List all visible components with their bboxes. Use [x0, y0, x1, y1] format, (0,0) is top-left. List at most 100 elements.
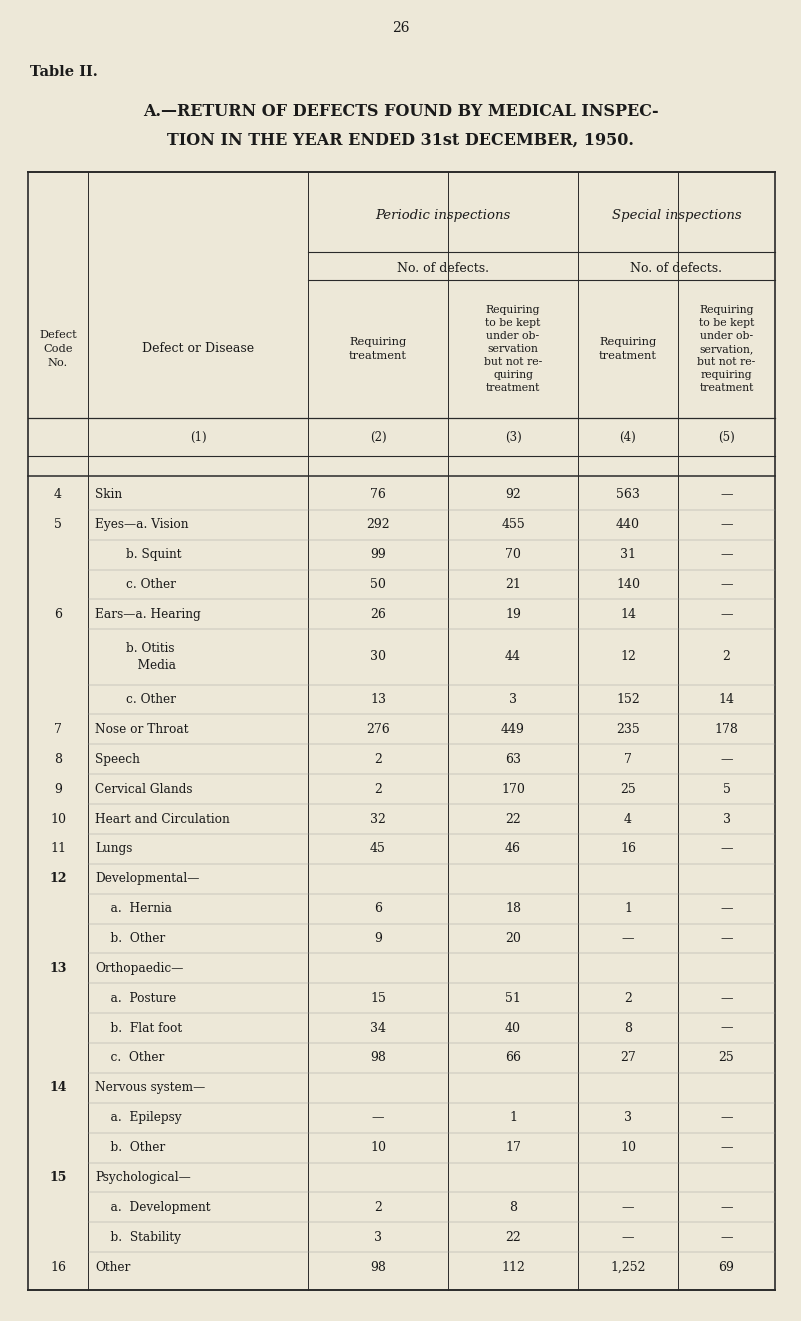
- Text: 27: 27: [620, 1052, 636, 1065]
- Text: —: —: [720, 1021, 733, 1034]
- Text: 20: 20: [505, 933, 521, 945]
- Text: 92: 92: [505, 489, 521, 502]
- Text: c.  Other: c. Other: [95, 1052, 164, 1065]
- Text: c. Other: c. Other: [95, 694, 176, 705]
- Text: 50: 50: [370, 579, 386, 590]
- Text: 31: 31: [620, 548, 636, 561]
- Text: Special inspections: Special inspections: [612, 209, 741, 222]
- Text: 10: 10: [620, 1141, 636, 1155]
- Text: 2: 2: [374, 1201, 382, 1214]
- Text: —: —: [720, 489, 733, 502]
- Text: 152: 152: [616, 694, 640, 705]
- Text: b.  Stability: b. Stability: [95, 1231, 181, 1243]
- Text: 63: 63: [505, 753, 521, 766]
- Text: 8: 8: [509, 1201, 517, 1214]
- Text: 2: 2: [723, 650, 731, 663]
- Text: a.  Hernia: a. Hernia: [95, 902, 172, 915]
- Text: 112: 112: [501, 1260, 525, 1273]
- Text: 8: 8: [624, 1021, 632, 1034]
- Text: 3: 3: [374, 1231, 382, 1243]
- Text: Skin: Skin: [95, 489, 122, 502]
- Text: 51: 51: [505, 992, 521, 1005]
- Text: 44: 44: [505, 650, 521, 663]
- Text: 34: 34: [370, 1021, 386, 1034]
- Text: —: —: [720, 992, 733, 1005]
- Text: A.—RETURN OF DEFECTS FOUND BY MEDICAL INSPEC-: A.—RETURN OF DEFECTS FOUND BY MEDICAL IN…: [143, 103, 658, 120]
- Text: 9: 9: [54, 782, 62, 795]
- Text: 140: 140: [616, 579, 640, 590]
- Text: 3: 3: [509, 694, 517, 705]
- Text: —: —: [720, 608, 733, 621]
- Text: 66: 66: [505, 1052, 521, 1065]
- Text: 14: 14: [718, 694, 735, 705]
- Text: 13: 13: [370, 694, 386, 705]
- Text: b. Otitis
           Media: b. Otitis Media: [95, 642, 176, 671]
- Text: —: —: [720, 518, 733, 531]
- Text: 10: 10: [50, 812, 66, 826]
- Text: 15: 15: [50, 1170, 66, 1184]
- Text: (2): (2): [370, 431, 386, 444]
- Text: 18: 18: [505, 902, 521, 915]
- Text: Nervous system—: Nervous system—: [95, 1082, 205, 1094]
- Text: —: —: [720, 1141, 733, 1155]
- Text: (1): (1): [190, 431, 207, 444]
- Text: 12: 12: [620, 650, 636, 663]
- Text: 26: 26: [370, 608, 386, 621]
- Text: 26: 26: [392, 21, 409, 34]
- Text: (4): (4): [620, 431, 636, 444]
- Text: b.  Other: b. Other: [95, 933, 165, 945]
- Text: 98: 98: [370, 1260, 386, 1273]
- Text: (5): (5): [718, 431, 735, 444]
- Text: 1,252: 1,252: [610, 1260, 646, 1273]
- Text: —: —: [720, 548, 733, 561]
- Text: 69: 69: [718, 1260, 735, 1273]
- Text: 25: 25: [718, 1052, 735, 1065]
- Text: 70: 70: [505, 548, 521, 561]
- Text: 3: 3: [624, 1111, 632, 1124]
- Text: 25: 25: [620, 782, 636, 795]
- Text: Ears—a. Hearing: Ears—a. Hearing: [95, 608, 201, 621]
- Text: 10: 10: [370, 1141, 386, 1155]
- Text: 235: 235: [616, 723, 640, 736]
- Text: 4: 4: [624, 812, 632, 826]
- Text: 14: 14: [620, 608, 636, 621]
- Text: Requiring
treatment: Requiring treatment: [349, 337, 407, 361]
- Text: Heart and Circulation: Heart and Circulation: [95, 812, 230, 826]
- Text: TION IN THE YEAR ENDED 31st DECEMBER, 1950.: TION IN THE YEAR ENDED 31st DECEMBER, 19…: [167, 132, 634, 148]
- Text: Requiring
to be kept
under ob-
servation,
but not re-
requiring
treatment: Requiring to be kept under ob- servation…: [698, 305, 755, 394]
- Text: 449: 449: [501, 723, 525, 736]
- Text: 1: 1: [624, 902, 632, 915]
- Text: Speech: Speech: [95, 753, 140, 766]
- Text: 4: 4: [54, 489, 62, 502]
- Text: 22: 22: [505, 812, 521, 826]
- Text: No. of defects.: No. of defects.: [630, 262, 723, 275]
- Text: 12: 12: [49, 872, 66, 885]
- Text: Defect
Code
No.: Defect Code No.: [39, 330, 77, 369]
- Text: 17: 17: [505, 1141, 521, 1155]
- Text: —: —: [720, 1201, 733, 1214]
- Text: 7: 7: [624, 753, 632, 766]
- Text: 8: 8: [54, 753, 62, 766]
- Text: Table II.: Table II.: [30, 65, 98, 79]
- Text: 13: 13: [50, 962, 66, 975]
- Text: 7: 7: [54, 723, 62, 736]
- Text: —: —: [720, 902, 733, 915]
- Text: b.  Flat foot: b. Flat foot: [95, 1021, 182, 1034]
- Text: a.  Development: a. Development: [95, 1201, 211, 1214]
- Text: Nose or Throat: Nose or Throat: [95, 723, 188, 736]
- Text: 9: 9: [374, 933, 382, 945]
- Text: 98: 98: [370, 1052, 386, 1065]
- Text: Requiring
treatment: Requiring treatment: [599, 337, 657, 361]
- Text: 6: 6: [54, 608, 62, 621]
- Text: 440: 440: [616, 518, 640, 531]
- Text: 6: 6: [374, 902, 382, 915]
- Text: 22: 22: [505, 1231, 521, 1243]
- Text: 2: 2: [624, 992, 632, 1005]
- Text: 99: 99: [370, 548, 386, 561]
- Text: 32: 32: [370, 812, 386, 826]
- Text: 5: 5: [54, 518, 62, 531]
- Text: Eyes—a. Vision: Eyes—a. Vision: [95, 518, 188, 531]
- Text: —: —: [720, 933, 733, 945]
- Text: —: —: [720, 843, 733, 856]
- Text: Cervical Glands: Cervical Glands: [95, 782, 192, 795]
